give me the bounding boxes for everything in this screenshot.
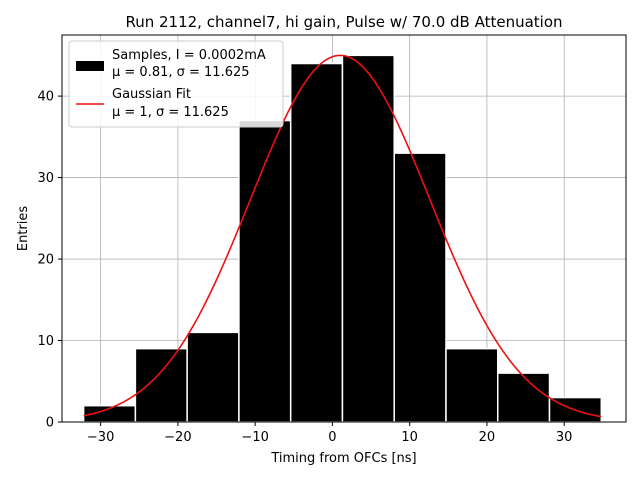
legend-box xyxy=(68,40,284,128)
legend: Samples, I = 0.0002mA μ = 0.81, σ = 11.6… xyxy=(68,40,284,128)
y-tick-label: 20 xyxy=(37,253,54,268)
histogram-bar xyxy=(134,347,188,423)
legend-label-fit: Gaussian Fit xyxy=(112,87,191,102)
x-tick-label: 20 xyxy=(479,430,496,445)
legend-label-samples: Samples, I = 0.0002mA xyxy=(112,48,266,63)
legend-swatch-samples xyxy=(76,61,104,71)
chart-title: Run 2112, channel7, hi gain, Pulse w/ 70… xyxy=(125,13,562,31)
x-tick-label: −20 xyxy=(164,430,191,445)
x-tick-label: −10 xyxy=(241,430,268,445)
histogram-bar xyxy=(186,331,240,423)
y-tick-label: 40 xyxy=(37,90,54,105)
histogram-bar xyxy=(289,62,344,423)
x-axis-label: Timing from OFCs [ns] xyxy=(270,451,416,466)
histogram-bar xyxy=(445,347,499,423)
x-tick-label: −30 xyxy=(87,430,114,445)
y-axis-ticks: 0 10 20 30 40 xyxy=(37,90,62,431)
y-tick-label: 10 xyxy=(37,334,54,349)
x-tick-label: 30 xyxy=(556,430,573,445)
y-tick-label: 30 xyxy=(37,171,54,186)
histogram-bar xyxy=(341,54,395,423)
gaussian-fit-curve xyxy=(83,54,602,418)
plot-frame xyxy=(61,34,627,423)
x-tick-label: 10 xyxy=(401,430,418,445)
x-tick-label: 0 xyxy=(328,430,336,445)
legend-stats-samples: μ = 0.81, σ = 11.625 xyxy=(112,65,250,80)
histogram-bar xyxy=(393,152,447,423)
y-tick-label: 0 xyxy=(46,416,54,431)
x-axis-ticks: −30 −20 −10 0 10 20 30 xyxy=(87,422,573,445)
y-axis-label: Entries xyxy=(16,206,31,252)
histogram-bar xyxy=(238,119,292,423)
histogram-bar xyxy=(496,372,551,423)
histogram-bars xyxy=(82,54,603,423)
legend-stats-fit: μ = 1, σ = 11.625 xyxy=(112,105,229,120)
